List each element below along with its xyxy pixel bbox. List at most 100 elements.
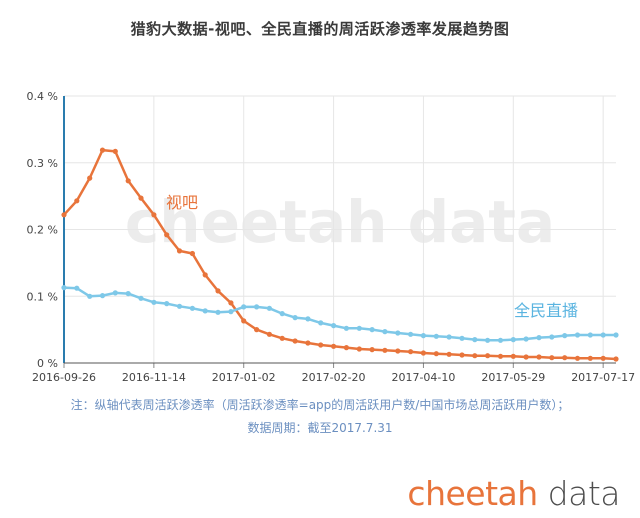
data-point — [305, 340, 311, 346]
data-point — [459, 335, 465, 341]
logo-part-data: data — [537, 474, 621, 513]
data-point — [510, 337, 516, 343]
data-point — [587, 355, 593, 361]
data-point — [613, 356, 619, 362]
series-label-shiba: 视吧 — [166, 193, 198, 212]
data-point — [74, 198, 80, 204]
data-point — [138, 295, 144, 301]
data-point — [99, 147, 106, 153]
x-tick-label: 2016-09-26 — [32, 371, 96, 384]
data-point — [613, 332, 619, 338]
data-point — [318, 320, 324, 326]
data-point — [87, 175, 93, 181]
data-point — [523, 354, 529, 360]
data-point — [343, 345, 349, 351]
data-point — [356, 325, 362, 331]
data-point — [549, 355, 555, 361]
data-point — [587, 332, 593, 338]
data-point — [151, 299, 157, 305]
data-point — [549, 334, 555, 340]
data-point — [446, 351, 452, 357]
y-tick-label: 0.2 % — [27, 224, 58, 237]
data-point — [382, 347, 388, 353]
x-tick-label: 2017-07-17 — [571, 371, 635, 384]
data-point — [202, 272, 208, 278]
data-point — [99, 293, 106, 299]
data-point — [228, 309, 234, 315]
data-point — [459, 352, 465, 358]
data-point — [510, 353, 516, 359]
data-point — [254, 304, 260, 310]
data-point — [600, 332, 606, 338]
data-point — [408, 349, 414, 355]
data-point — [61, 212, 67, 218]
data-point — [74, 285, 80, 291]
data-point — [164, 232, 170, 238]
data-point — [279, 311, 285, 317]
watermark-text: cheetah data — [125, 188, 555, 256]
data-point — [189, 305, 195, 311]
data-point — [61, 285, 67, 291]
data-point — [241, 318, 247, 324]
data-point — [228, 300, 234, 306]
y-tick-label: 0.1 % — [27, 290, 58, 303]
chart-note: 注：纵轴代表周活跃渗透率（周活跃渗透率=app的周活跃用户数/中国市场总周活跃用… — [70, 398, 570, 412]
data-point — [497, 337, 504, 343]
data-point — [176, 303, 183, 309]
data-point — [523, 336, 529, 342]
data-point — [125, 178, 131, 184]
data-point — [112, 148, 118, 154]
y-tick-label: 0.3 % — [27, 157, 58, 170]
data-point — [125, 291, 131, 297]
data-point — [292, 315, 298, 321]
data-point — [87, 293, 93, 299]
data-point — [562, 355, 568, 361]
chart-title: 猎豹大数据-视吧、全民直播的周活跃渗透率发展趋势图 — [130, 20, 510, 38]
data-point — [305, 316, 311, 322]
data-point — [472, 337, 478, 343]
data-point — [202, 308, 208, 314]
data-point — [189, 250, 195, 257]
logo-part-cheetah: cheetah — [407, 474, 538, 513]
data-point — [420, 333, 426, 339]
data-point — [266, 305, 272, 311]
data-point — [485, 353, 491, 359]
data-point — [343, 325, 349, 331]
data-point — [241, 304, 247, 310]
x-tick-label: 2017-01-02 — [212, 371, 276, 384]
data-point — [433, 351, 439, 357]
data-point — [331, 323, 337, 329]
data-point — [433, 333, 439, 339]
data-point — [536, 354, 542, 360]
data-point — [369, 327, 375, 333]
data-point — [266, 331, 272, 337]
y-tick-label: 0 % — [37, 357, 58, 370]
data-point — [356, 346, 362, 352]
data-point — [446, 334, 452, 340]
data-point — [112, 290, 118, 296]
data-point — [574, 355, 581, 361]
data-point — [176, 248, 183, 254]
data-point — [472, 353, 478, 359]
x-tick-label: 2016-11-14 — [122, 371, 186, 384]
data-point — [497, 353, 504, 359]
x-tick-label: 2017-05-29 — [481, 371, 545, 384]
data-point — [331, 343, 337, 349]
series-label-quanmin: 全民直播 — [514, 301, 578, 320]
data-point — [562, 333, 568, 339]
data-point — [420, 350, 426, 356]
data-point — [215, 309, 221, 315]
data-point — [382, 329, 388, 335]
data-point — [536, 335, 542, 341]
data-point — [369, 347, 375, 353]
data-point — [485, 337, 491, 343]
x-tick-label: 2017-02-20 — [302, 371, 366, 384]
data-point — [151, 212, 157, 218]
data-point — [254, 327, 260, 333]
data-point — [279, 335, 285, 341]
data-point — [215, 288, 221, 294]
data-point — [138, 195, 144, 201]
data-point — [408, 331, 414, 337]
x-tick-label: 2017-04-10 — [391, 371, 455, 384]
